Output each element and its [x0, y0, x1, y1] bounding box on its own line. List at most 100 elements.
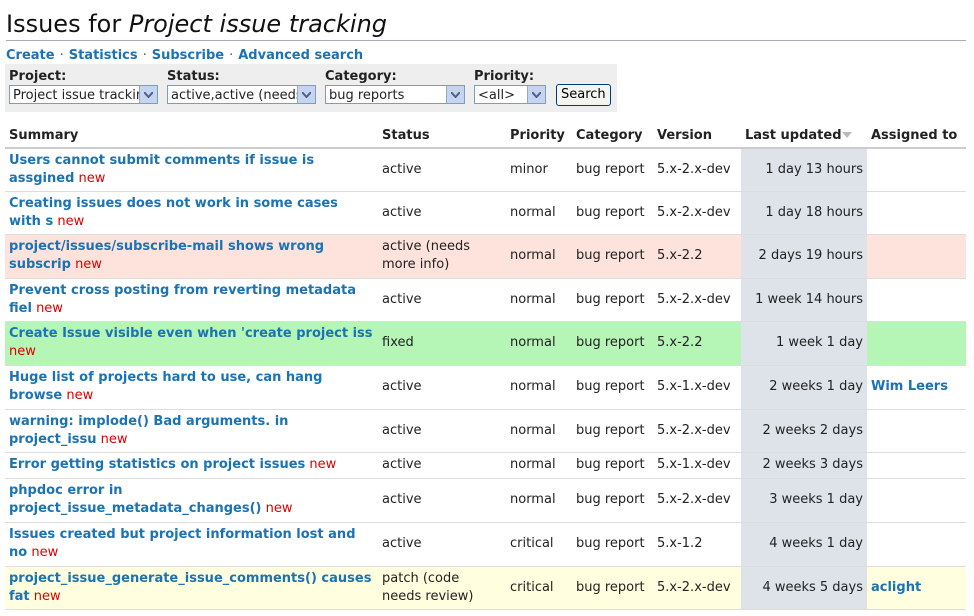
filter-select[interactable]: <all> [474, 85, 546, 104]
status-cell: active [378, 452, 506, 479]
issue-link[interactable]: Error getting statistics on project issu… [9, 457, 306, 472]
title-prefix: Issues for [6, 10, 122, 38]
version-cell: 5.x-2.2 [653, 321, 741, 366]
column-header[interactable]: Category [572, 124, 653, 149]
priority-cell: critical [506, 522, 572, 567]
header-text: Summary [9, 128, 79, 143]
assigned-cell [867, 522, 966, 567]
version-cell: 5.x-2.x-dev [653, 478, 741, 523]
column-header[interactable]: Version [653, 124, 741, 149]
issue-link[interactable]: Users cannot submit comments if issue is… [9, 152, 315, 186]
updated-cell: 1 week 14 hours [741, 278, 867, 322]
filter-label: Status: [167, 69, 220, 84]
issue-link[interactable]: phpdoc error in project_issue_metadata_c… [9, 483, 262, 516]
version-cell: 5.x-2.x-dev [653, 409, 741, 453]
link-separator: · [59, 48, 64, 63]
header-text: Assigned to [871, 128, 958, 143]
version-cell: 5.x-2.x-dev [653, 148, 741, 192]
assigned-cell [867, 278, 966, 322]
issue-link[interactable]: Huge list of projects hard to use, can h… [9, 370, 323, 403]
updated-cell: 2 weeks 1 day [741, 365, 867, 410]
column-header[interactable]: Last updated [741, 124, 867, 149]
summary-cell: Issues created but project information l… [5, 522, 378, 567]
new-marker: new [57, 213, 85, 229]
nav-link[interactable]: Create [6, 48, 55, 63]
category-cell: bug report [572, 452, 653, 479]
status-cell: active [378, 278, 506, 322]
new-marker: new [66, 388, 94, 403]
version-cell: 5.x-2.2 [653, 234, 741, 279]
priority-cell: normal [506, 191, 572, 235]
priority-cell: normal [506, 278, 572, 322]
header-text: Priority [510, 128, 565, 143]
category-cell: bug report [572, 191, 653, 235]
filter: Status: active,active (needs more info) [167, 69, 316, 104]
new-marker: new [309, 457, 337, 472]
version-cell: 5.x-2.x-dev [653, 566, 741, 610]
summary-cell: Huge list of projects hard to use, can h… [5, 365, 378, 410]
issue-table: Summary Status Priority Category Version Last… [5, 124, 966, 610]
status-cell: active [378, 478, 506, 523]
issue-row: Prevent cross posting from reverting met… [5, 278, 966, 322]
version-cell: 5.x-1.2 [653, 522, 741, 567]
user-link[interactable]: aclight [871, 579, 922, 595]
search-button[interactable]: Search [556, 84, 611, 106]
user-link[interactable]: Wim Leers [871, 379, 948, 394]
status-cell: active [378, 409, 506, 453]
updated-cell: 1 week 1 day [741, 321, 867, 366]
new-marker: new [36, 300, 63, 316]
select-arrow [139, 86, 157, 103]
new-marker: new [100, 431, 128, 447]
nav-link[interactable]: Statistics [68, 48, 138, 63]
column-header[interactable]: Status [378, 124, 506, 149]
new-marker: new [31, 545, 59, 560]
new-marker: new [75, 257, 102, 272]
table-body: Users cannot submit comments if issue is… [5, 148, 966, 610]
status-cell: fixed [378, 321, 506, 366]
filter-label: Project: [9, 69, 67, 84]
issue-link[interactable]: Creating issues does not work in some ca… [9, 195, 338, 229]
status-cell: active [378, 522, 506, 567]
summary-cell: Prevent cross posting from reverting met… [5, 278, 378, 322]
new-marker: new [9, 344, 36, 359]
nav-link[interactable]: Advanced search [238, 48, 364, 63]
issue-link[interactable]: Prevent cross posting from reverting met… [9, 282, 356, 316]
issue-link[interactable]: warning: implode() Bad arguments. in pro… [9, 413, 289, 447]
filter-select[interactable]: active,active (needs more info) [167, 85, 316, 104]
priority-cell: normal [506, 321, 572, 366]
select-value: active,active (needs more info) [171, 88, 315, 103]
issue-row: phpdoc error in project_issue_metadata_c… [5, 478, 966, 523]
issue-link[interactable]: project_issue_generate_issue_comments() … [9, 570, 372, 604]
column-header[interactable]: Priority [506, 124, 572, 149]
version-cell: 5.x-1.x-dev [653, 365, 741, 410]
new-marker: new [265, 501, 293, 516]
updated-cell: 3 weeks 1 day [741, 478, 867, 523]
filter: Project: Project issue tracking [9, 69, 158, 104]
issue-link[interactable]: project/issues/subscribe-mail shows wron… [9, 239, 325, 272]
version-cell: 5.x-1.x-dev [653, 452, 741, 479]
summary-cell: project_issue_generate_issue_comments() … [5, 566, 378, 610]
filter-select[interactable]: bug reports [325, 85, 465, 104]
issue-link[interactable]: Issues created but project information l… [9, 527, 356, 560]
priority-cell: normal [506, 409, 572, 453]
updated-cell: 1 day 13 hours [741, 148, 867, 192]
arrow-icon [532, 91, 541, 98]
arrow-icon [451, 91, 460, 98]
updated-cell: 2 weeks 2 days [741, 409, 867, 453]
priority-cell: normal [506, 452, 572, 479]
assigned-cell [867, 409, 966, 453]
header-text: Status [382, 128, 430, 143]
issue-link[interactable]: Create Issue visible even when 'create p… [9, 326, 373, 341]
issue-row: Create Issue visible even when 'create p… [5, 321, 966, 366]
new-marker: new [78, 170, 106, 186]
column-header[interactable]: Summary [5, 124, 378, 149]
updated-cell: 2 days 19 hours [741, 234, 867, 279]
status-cell: active (needs more info) [378, 234, 506, 279]
nav-link[interactable]: Subscribe [151, 48, 225, 63]
filter-select[interactable]: Project issue tracking [9, 85, 158, 104]
issue-row: project/issues/subscribe-mail shows wron… [5, 234, 966, 279]
header-text: Version [657, 128, 712, 143]
link-bar: Create · Statistics · Subscribe · Advanced sea… [6, 48, 363, 63]
issue-row: Users cannot submit comments if issue is… [5, 148, 966, 192]
category-cell: bug report [572, 566, 653, 610]
